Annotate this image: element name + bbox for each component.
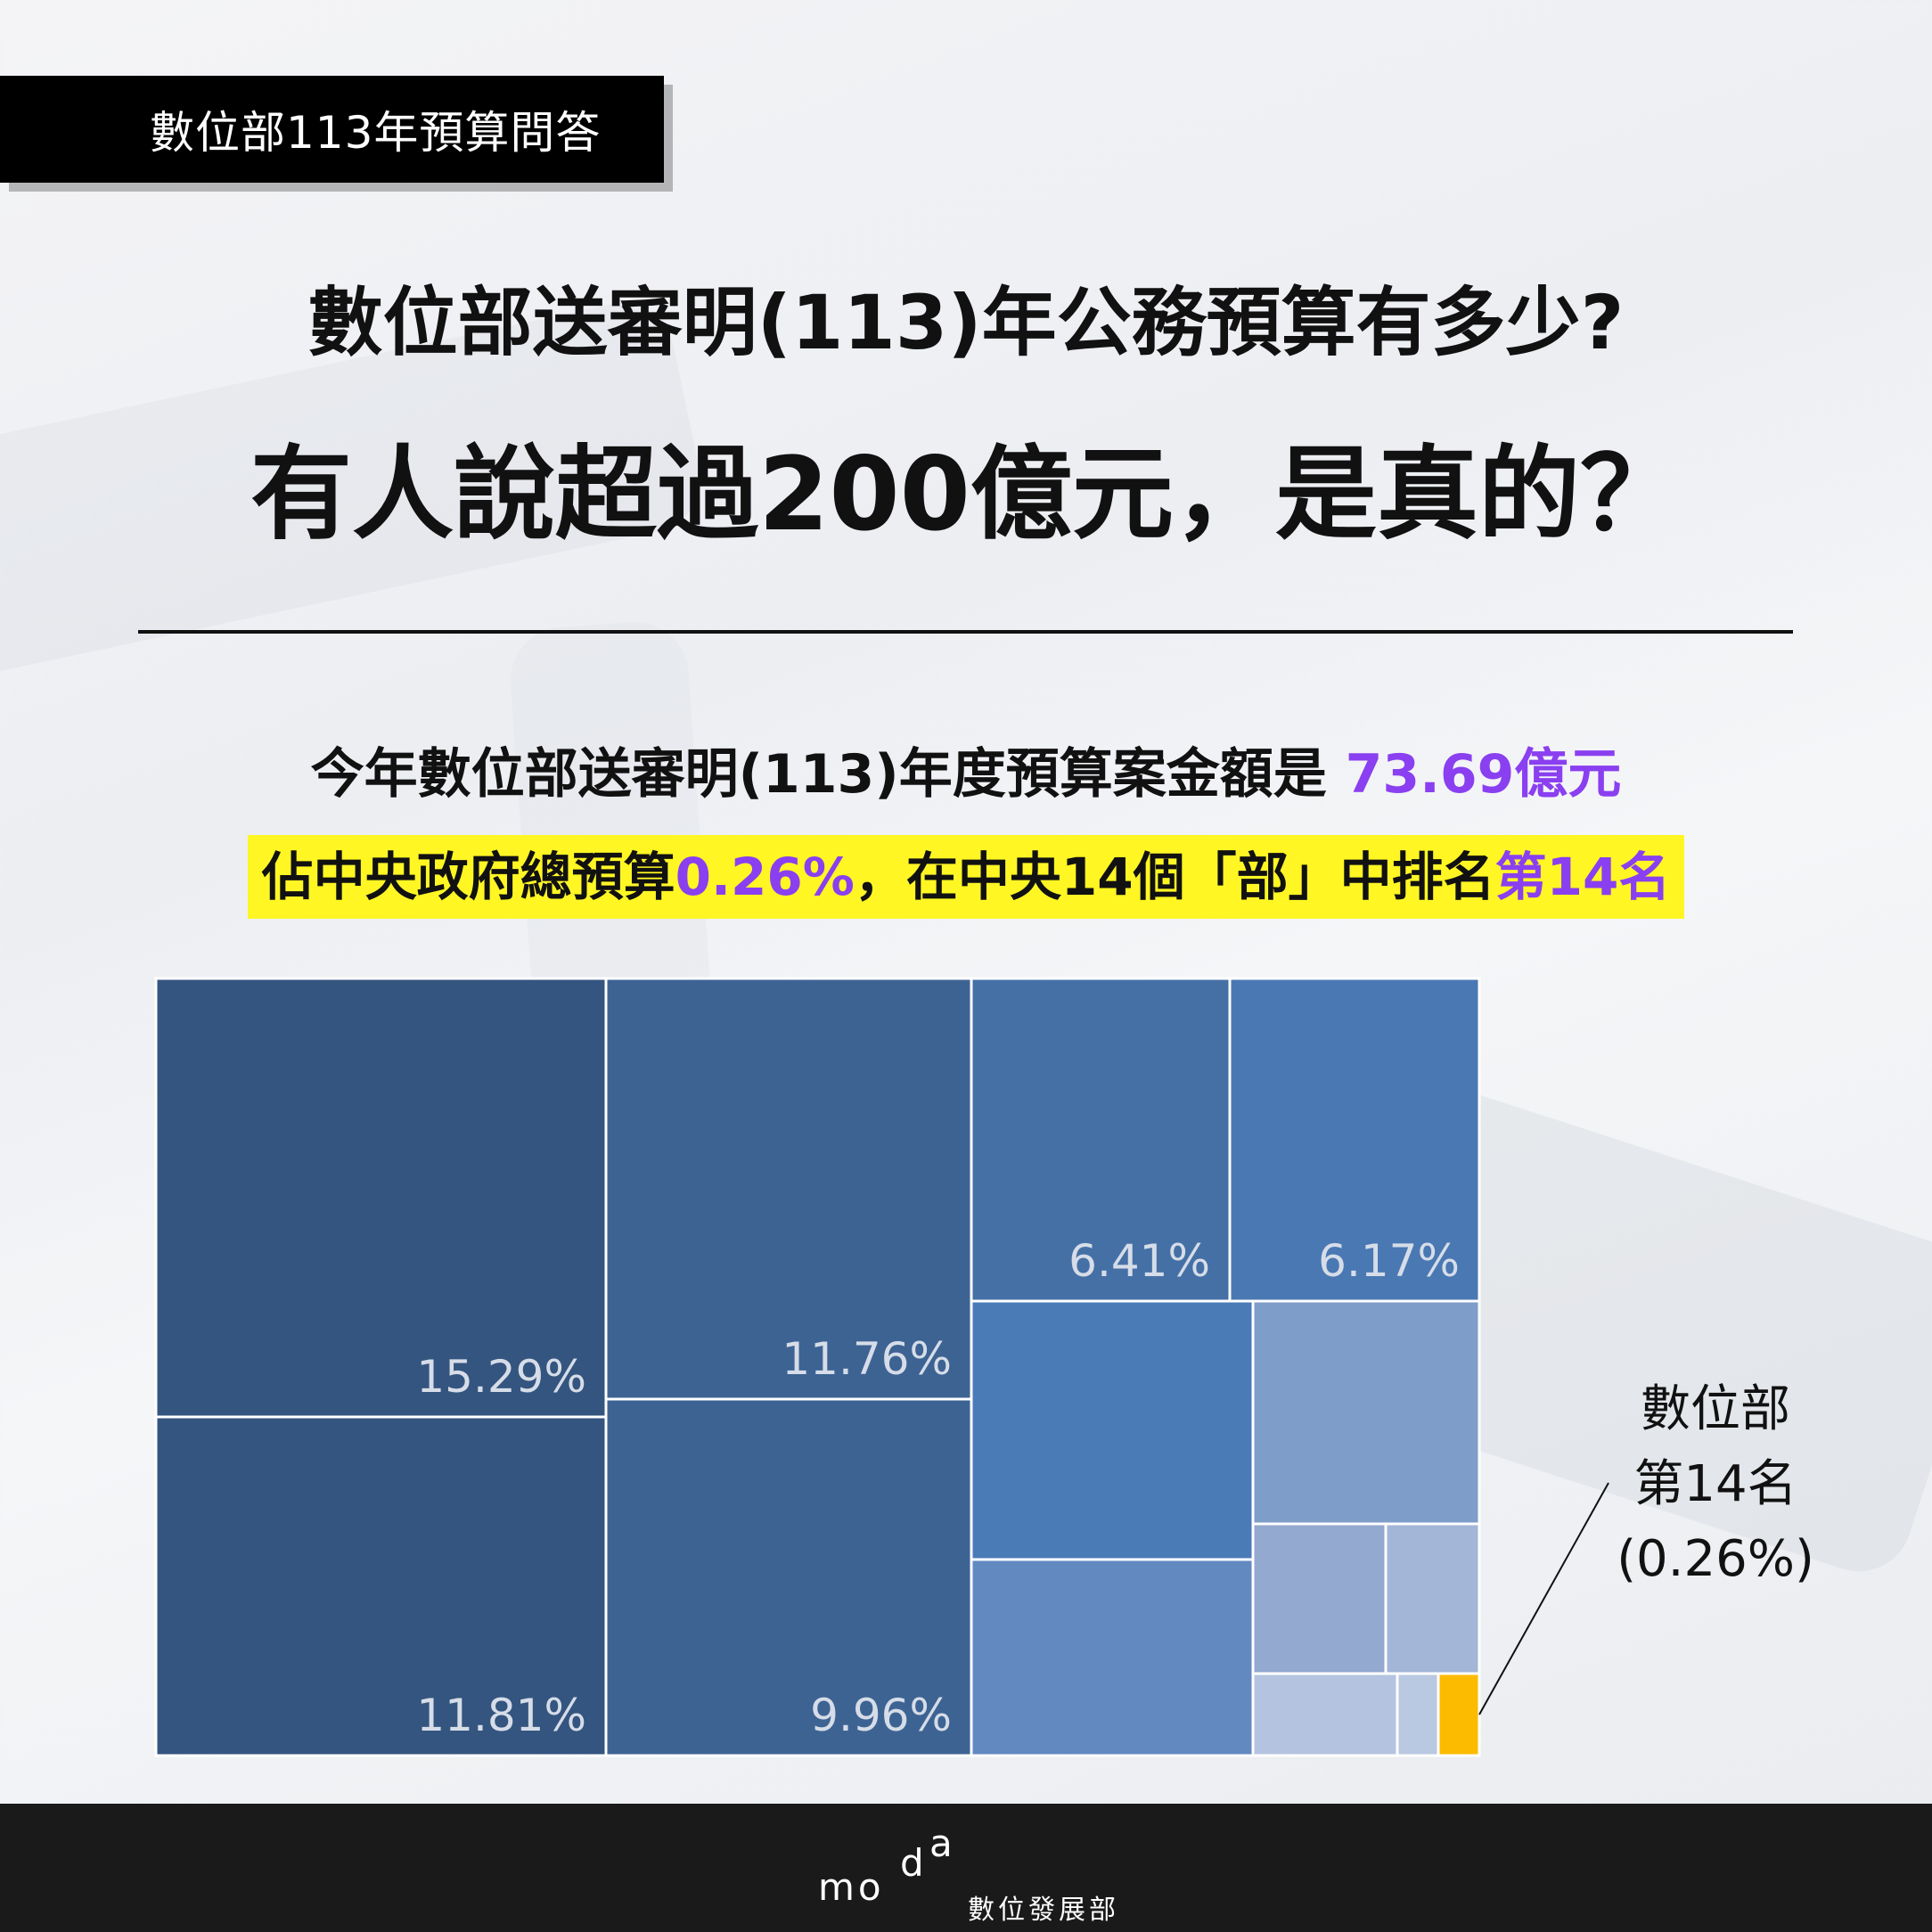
treemap-cell bbox=[154, 1415, 608, 1757]
annotation-leader-line bbox=[1478, 1482, 1609, 1715]
annotation-line1: 數位部 bbox=[1641, 1380, 1790, 1438]
treemap-cell-label: 6.41% bbox=[1068, 1235, 1210, 1287]
footer-bar bbox=[0, 1804, 1932, 1932]
highlight-pct: 0.26% bbox=[675, 847, 855, 907]
treemap-cell-label: 11.81% bbox=[416, 1690, 586, 1741]
treemap-cell bbox=[604, 977, 973, 1401]
logo-letter-a: a bbox=[929, 1821, 953, 1865]
treemap-cell-label: 6.17% bbox=[1318, 1235, 1460, 1287]
treemap-cell bbox=[970, 1558, 1255, 1757]
logo-letter-d: d bbox=[900, 1841, 924, 1885]
treemap-cell bbox=[1251, 1299, 1481, 1526]
treemap-cell bbox=[970, 977, 1232, 1303]
highlight-part1: 佔中央政府總預算 bbox=[261, 847, 675, 907]
budget-statement: 今年數位部送審明(113)年度預算案金額是 73.69億元 bbox=[0, 731, 1932, 808]
annotation-line3: (0.26%) bbox=[1617, 1530, 1814, 1588]
category-tag-label: 數位部113年預算問答 bbox=[150, 107, 602, 159]
treemap-cell bbox=[1251, 1672, 1399, 1757]
title-question: 數位部送審明(113)年公務預算有多少? bbox=[307, 279, 1625, 366]
annotation-line2: 第14名 bbox=[1633, 1455, 1797, 1513]
treemap-cell bbox=[1384, 1522, 1481, 1675]
treemap-cell-moda bbox=[1437, 1672, 1481, 1757]
highlight-rank: 第14名 bbox=[1494, 847, 1671, 907]
treemap-cell bbox=[1228, 977, 1481, 1303]
budget-statement-text: 今年數位部送審明(113)年度預算案金額是 bbox=[310, 743, 1346, 806]
treemap-cell bbox=[1396, 1672, 1440, 1757]
treemap-cell bbox=[970, 1299, 1255, 1561]
highlight-banner: 佔中央政府總預算0.26%，在中央14個「部」中排名第14名 bbox=[0, 835, 1932, 919]
treemap-cell-label: 15.29% bbox=[416, 1351, 586, 1403]
treemap-cell bbox=[604, 1397, 973, 1757]
title-headline: 有人說超過200億元，是真的？ bbox=[250, 435, 1682, 553]
divider bbox=[138, 630, 1793, 634]
treemap-cell bbox=[154, 977, 608, 1419]
treemap-cell-label: 11.76% bbox=[782, 1333, 952, 1385]
treemap-cell-label: 9.96% bbox=[810, 1690, 952, 1741]
treemap-cell bbox=[1251, 1522, 1388, 1675]
logo-text: 數位發展部 bbox=[968, 1895, 1119, 1926]
budget-amount: 73.69億元 bbox=[1345, 743, 1622, 806]
highlight-part2: ，在中央14個「部」中排名 bbox=[854, 847, 1495, 907]
highlight-text: 佔中央政府總預算0.26%，在中央14個「部」中排名第14名 bbox=[247, 835, 1685, 919]
moda-logo: mo d a 數位發展部 bbox=[818, 1821, 1192, 1926]
logo-letters-mo: mo bbox=[818, 1865, 885, 1909]
category-tag: 數位部113年預算問答 bbox=[0, 76, 664, 183]
moda-annotation: 數位部 第14名 (0.26%) bbox=[1595, 1372, 1836, 1597]
